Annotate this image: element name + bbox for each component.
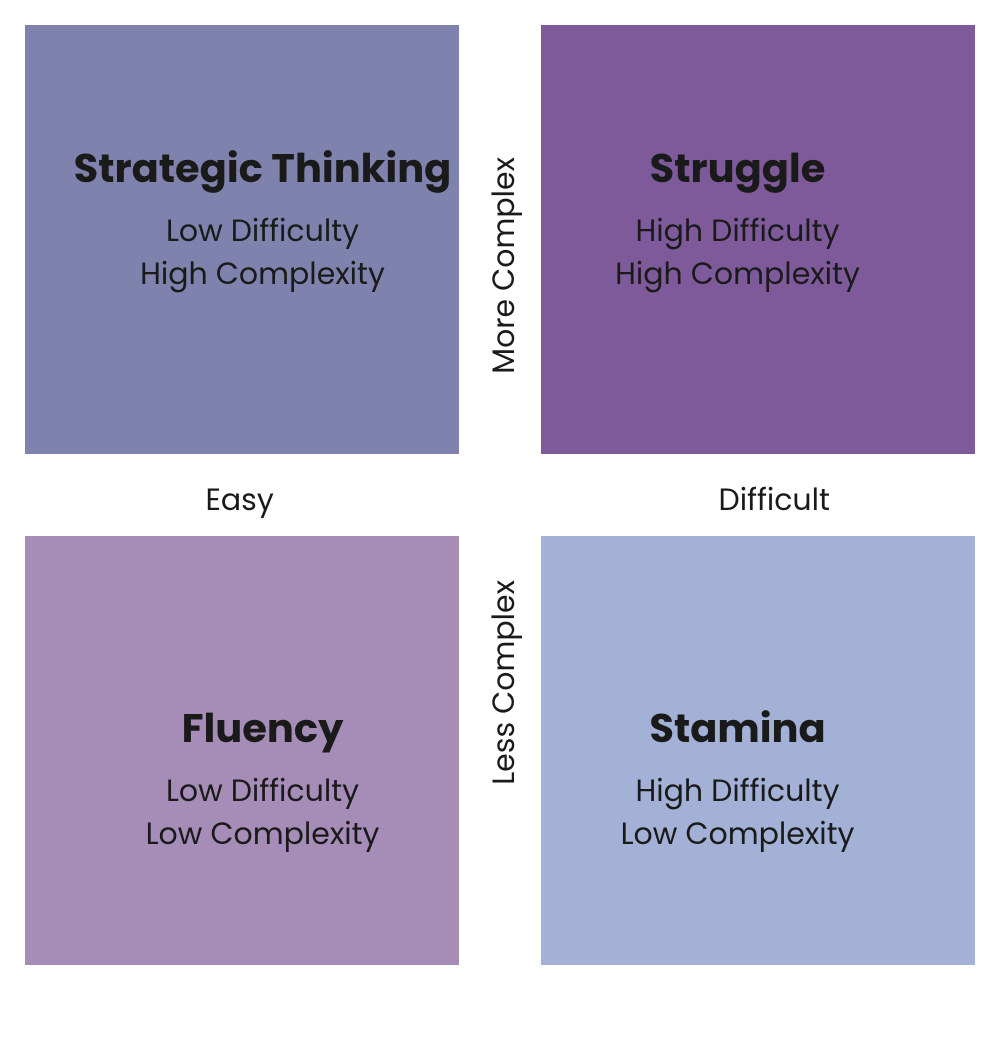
quadrant-line1: High Difficulty [636,769,840,813]
quadrant-line2: Low Complexity [146,812,380,856]
axis-label-more-complex: More Complex [481,157,527,374]
quadrant-top-left: Strategic Thinking Low Difficulty High C… [25,25,500,495]
quadrant-title: Struggle [650,145,826,191]
quadrant-bottom-right: Stamina High Difficulty Low Complexity [500,495,975,965]
quadrant-title: Fluency [182,705,344,751]
quadrant-line2: Low Complexity [621,812,855,856]
axis-label-easy: Easy [206,477,274,523]
quadrant-line1: Low Difficulty [166,209,359,253]
quadrant-title: Stamina [649,705,825,751]
axis-label-less-complex: Less Complex [481,580,527,785]
quadrant-matrix: Strategic Thinking Low Difficulty High C… [25,25,975,965]
axis-label-difficult: Difficult [719,477,830,523]
quadrant-line2: High Complexity [140,252,385,296]
quadrant-line1: Low Difficulty [166,769,359,813]
quadrant-line1: High Difficulty [636,209,840,253]
quadrant-line2: High Complexity [615,252,860,296]
quadrant-bottom-left: Fluency Low Difficulty Low Complexity [25,495,500,965]
quadrant-title: Strategic Thinking [74,145,452,191]
quadrant-top-right: Struggle High Difficulty High Complexity [500,25,975,495]
